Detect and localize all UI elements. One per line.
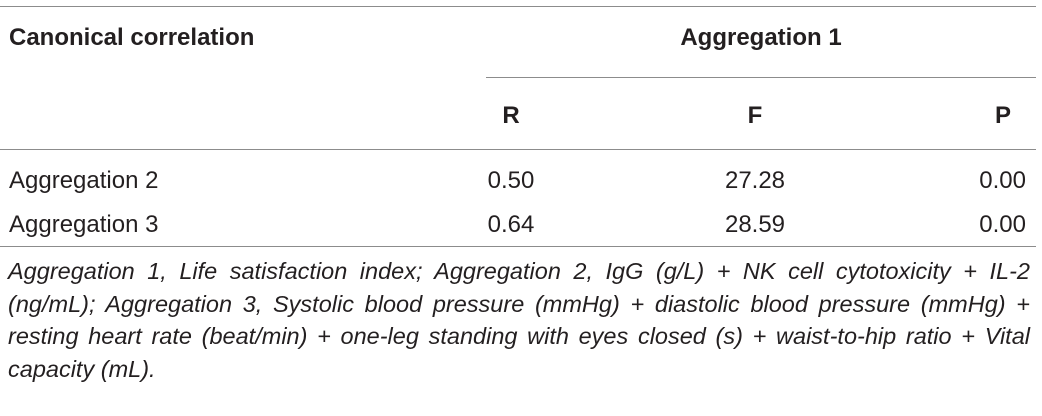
- table-footnote: Aggregation 1, Life satisfaction index; …: [8, 258, 1030, 382]
- table-top-rule: [0, 6, 1036, 7]
- group-header: Aggregation 1: [680, 24, 842, 51]
- column-header-f: F: [747, 102, 763, 129]
- cell-p: 0.00: [979, 211, 1026, 238]
- table-bottom-rule: [0, 246, 1036, 247]
- column-header-r: R: [502, 102, 520, 129]
- row-label: Aggregation 2: [9, 167, 159, 194]
- cell-f: 27.28: [724, 167, 786, 194]
- cell-r: 0.50: [487, 167, 535, 194]
- cell-r: 0.64: [487, 211, 535, 238]
- column-header-p: P: [994, 102, 1011, 129]
- stub-header: Canonical correlation: [9, 24, 255, 51]
- group-header-rule: [486, 77, 1036, 78]
- cell-p: 0.00: [979, 167, 1026, 194]
- cell-f: 28.59: [724, 211, 786, 238]
- row-label: Aggregation 3: [9, 211, 159, 238]
- header-bottom-rule: [0, 149, 1036, 150]
